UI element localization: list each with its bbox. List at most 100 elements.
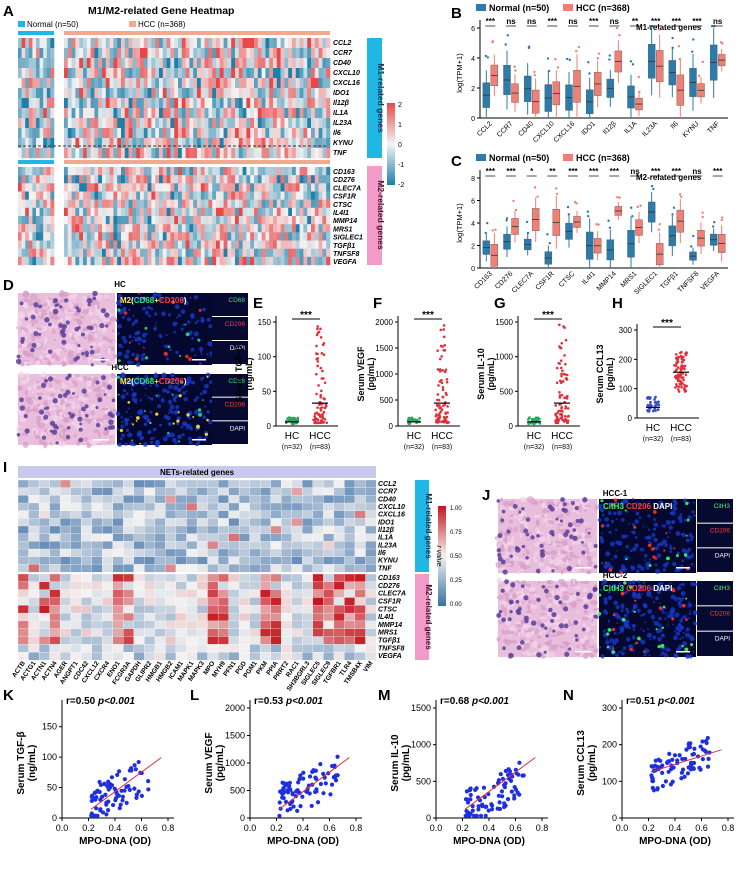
if-signal	[179, 380, 183, 384]
i-cell	[302, 573, 314, 583]
i-cell	[28, 612, 40, 622]
heatmap-cell	[140, 148, 145, 159]
heatmap-cell	[159, 98, 164, 109]
heatmap-cell	[71, 191, 76, 200]
he-nucleus	[68, 373, 72, 377]
he-nucleus	[103, 393, 107, 396]
dapi-nucleus	[176, 382, 180, 386]
heatmap-cell	[295, 118, 300, 129]
i-cell	[28, 487, 40, 496]
i-cell	[281, 479, 293, 489]
i-cell	[144, 518, 156, 527]
dapi-nucleus	[148, 431, 151, 434]
he-nucleus	[77, 344, 81, 348]
panel-letter-c: C	[451, 153, 462, 170]
dapi-nucleus	[137, 432, 142, 437]
heatmap-cell	[36, 175, 40, 184]
hcc-point	[316, 421, 320, 424]
dapi-nucleus	[142, 381, 145, 384]
heatmap-cell	[204, 88, 209, 99]
i-cell	[217, 573, 229, 583]
heatmap-cell	[303, 118, 308, 129]
i-cell	[333, 628, 345, 637]
heatmap-cell	[162, 216, 167, 225]
heatmap-cell	[159, 138, 164, 149]
heatmap-cell	[28, 232, 33, 241]
dapi-nucleus	[189, 296, 192, 300]
i-cell	[228, 510, 240, 519]
heatmap-cell	[284, 256, 289, 266]
i-cell	[333, 479, 345, 489]
heatmap-cell	[128, 128, 133, 139]
i-cell	[196, 573, 208, 583]
heatmap-cell	[124, 78, 129, 89]
heatmap-cell	[140, 224, 145, 233]
i-cell	[354, 495, 366, 504]
i-cell	[344, 605, 356, 614]
i-scale-tick: 0.50	[450, 554, 462, 560]
heatmap-cell	[314, 191, 319, 200]
heatmap-cell	[223, 191, 228, 200]
i-cell	[17, 628, 29, 637]
heatmap-cell	[189, 175, 194, 184]
box-outlier	[536, 195, 539, 198]
i-cell	[207, 620, 219, 630]
y-tick-label: 2	[471, 244, 475, 251]
i-cell	[196, 502, 208, 512]
i-cell	[17, 525, 29, 535]
heatmap-cell	[36, 183, 40, 192]
heatmap-cell	[86, 108, 91, 119]
heatmap-cell	[246, 48, 251, 59]
heatmap-cell	[143, 248, 148, 258]
he-texture	[41, 371, 46, 378]
dapi-nucleus	[135, 362, 141, 367]
heatmap-cell	[257, 175, 262, 184]
heatmap-cell	[276, 248, 281, 258]
i-cell	[270, 479, 282, 489]
heatmap-cell	[242, 216, 247, 225]
box-outlier	[680, 195, 683, 199]
heatmap-cell	[261, 199, 266, 209]
heatmap-cell	[166, 175, 171, 184]
heatmap-cell	[311, 175, 316, 184]
heatmap-cell	[98, 232, 103, 241]
i-cell	[112, 620, 124, 630]
heatmap-cell	[147, 68, 152, 79]
i-cell	[365, 518, 377, 527]
heatmap-cell	[43, 191, 48, 200]
heatmap-cell	[216, 98, 221, 109]
i-m1-side-bar	[415, 480, 429, 572]
i-cell	[91, 541, 103, 550]
heatmap-cell	[121, 148, 126, 159]
i-cell	[91, 620, 103, 630]
i-cell	[354, 510, 366, 519]
he-texture	[106, 347, 112, 355]
i-cell	[102, 605, 114, 614]
heatmap-cell	[200, 148, 205, 159]
heatmap-cell	[86, 232, 91, 241]
heatmap-gene-label: CXCL16	[333, 80, 360, 87]
he-texture	[93, 349, 101, 354]
heatmap-cell	[46, 232, 51, 241]
group-label: HCC	[551, 431, 573, 442]
i-cell	[175, 479, 187, 489]
heatmap-cell	[257, 232, 262, 241]
group-label: HC	[285, 431, 299, 442]
heatmap-cell	[238, 248, 243, 258]
dapi-nucleus	[200, 353, 203, 355]
i-cell	[154, 597, 166, 606]
heatmap-cell	[235, 138, 240, 149]
i-cell	[175, 581, 187, 590]
heatmap-cell	[235, 88, 240, 99]
heatmap-cell	[67, 38, 72, 49]
he-texture	[528, 531, 533, 534]
heatmap-cell	[174, 183, 179, 192]
dapi-nucleus	[175, 404, 180, 409]
i-cell	[17, 487, 29, 496]
heatmap-cell	[102, 232, 107, 241]
heatmap-cell	[242, 167, 247, 176]
i-cell	[228, 636, 240, 645]
dapi-nucleus	[134, 319, 139, 324]
he-texture	[512, 555, 519, 561]
heatmap-cell	[307, 118, 312, 129]
